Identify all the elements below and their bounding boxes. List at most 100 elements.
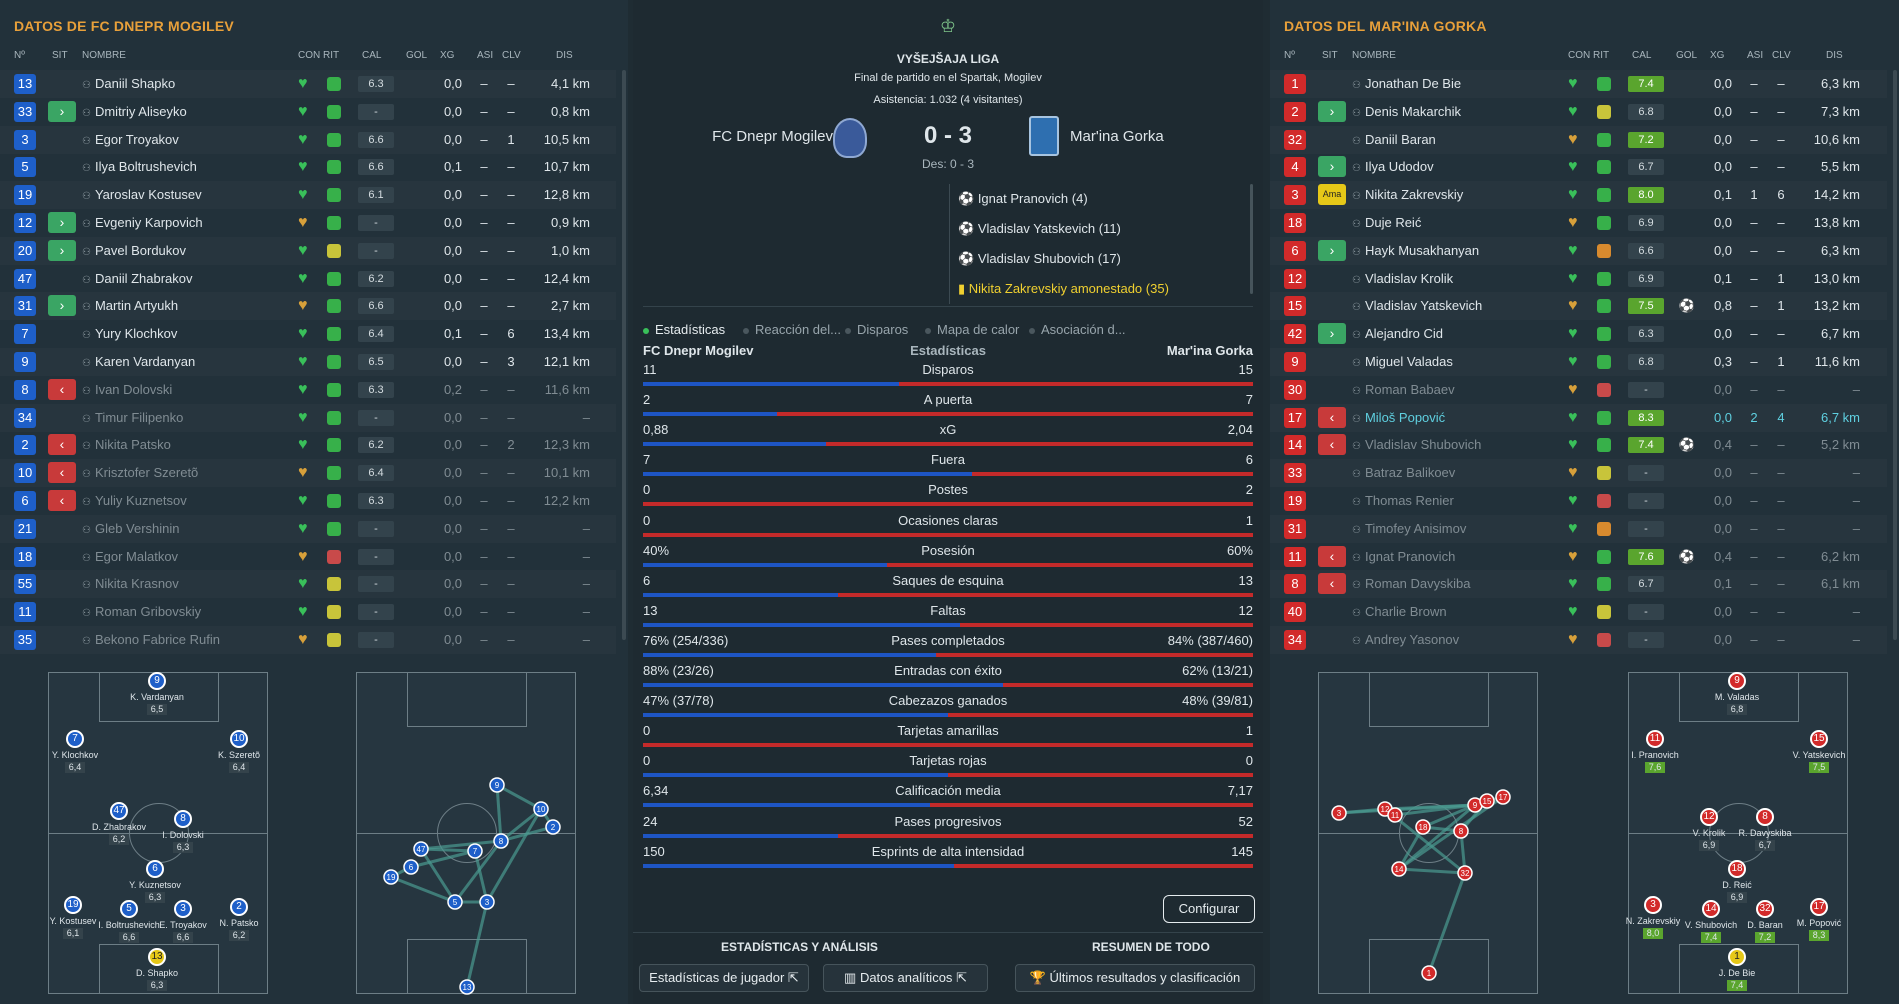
table-row[interactable]: 31 ⚇ Timofey Anisimov ♥ - 0,0 – – – bbox=[1270, 515, 1887, 543]
table-header-cell[interactable]: SIT bbox=[1322, 50, 1338, 61]
table-header-cell[interactable]: RIT bbox=[323, 50, 340, 61]
table-row[interactable]: 8 ‹ ⚇ Ivan Dolovski ♥ 6.3 0,2 – – 11,6 km bbox=[0, 376, 616, 404]
player-name[interactable]: ⚇ Daniil Shapko bbox=[82, 76, 282, 91]
network-node[interactable]: 8 bbox=[493, 833, 509, 849]
player-stats-button[interactable]: Estadísticas de jugador ⇱ bbox=[639, 964, 809, 992]
table-row[interactable]: 31 › ⚇ Martin Artyukh ♥ 6.6 0,0 – – 2,7 km bbox=[0, 292, 616, 320]
player-token[interactable]: 9 bbox=[1728, 672, 1746, 690]
table-row[interactable]: 32 ⚇ Daniil Baran ♥ 7.2 0,0 – – 10,6 km bbox=[1270, 126, 1887, 154]
table-row[interactable]: 17 ‹ ⚇ Miloš Popović ♥ 8.3 0,0 2 4 6,7 km bbox=[1270, 404, 1887, 432]
network-node[interactable]: 6 bbox=[403, 859, 419, 875]
player-token[interactable]: 8 bbox=[1756, 808, 1774, 826]
player-name[interactable]: ⚇ Dmitriy Aliseyko bbox=[82, 104, 282, 119]
table-row[interactable]: 47 ⚇ Daniil Zhabrakov ♥ 6.2 0,0 – – 12,4 km bbox=[0, 265, 616, 293]
table-row[interactable]: 3 Ama ⚇ Nikita Zakrevskiy ♥ 8.0 0,1 1 6 14,2 km bbox=[1270, 181, 1887, 209]
player-name[interactable]: ⚇ Andrey Yasonov bbox=[1352, 632, 1552, 647]
match-event[interactable]: ⚽ Vladislav Shubovich (17) bbox=[949, 244, 1249, 274]
table-header-cell[interactable]: CON bbox=[1568, 50, 1591, 61]
home-team-crest-icon[interactable] bbox=[833, 118, 867, 158]
player-name[interactable]: ⚇ Daniil Baran bbox=[1352, 132, 1552, 147]
table-row[interactable]: 13 ⚇ Daniil Shapko ♥ 6.3 0,0 – – 4,1 km bbox=[0, 70, 616, 98]
table-row[interactable]: 15 ⚇ Vladislav Yatskevich ♥ 7.5 ⚽ 0,8 – 1 13,2 km bbox=[1270, 292, 1887, 320]
stats-tab[interactable]: Disparos bbox=[845, 322, 908, 337]
table-header-cell[interactable]: SIT bbox=[52, 50, 68, 61]
table-row[interactable]: 33 ⚇ Batraz Balikoev ♥ - 0,0 – – – bbox=[1270, 459, 1887, 487]
home-team-name[interactable]: FC Dnepr Mogilev bbox=[712, 128, 833, 145]
table-header-cell[interactable]: NOMBRE bbox=[1352, 50, 1396, 61]
table-row[interactable]: 11 ⚇ Roman Gribovskiy ♥ - 0,0 – – – bbox=[0, 598, 616, 626]
table-row[interactable]: 18 ⚇ Duje Reić ♥ 6.9 0,0 – – 13,8 km bbox=[1270, 209, 1887, 237]
player-token[interactable]: 7 bbox=[66, 730, 84, 748]
table-row[interactable]: 33 › ⚇ Dmitriy Aliseyko ♥ - 0,0 – – 0,8 km bbox=[0, 98, 616, 126]
player-name[interactable]: ⚇ Ivan Dolovski bbox=[82, 382, 282, 397]
player-token[interactable]: 10 bbox=[230, 730, 248, 748]
table-row[interactable]: 5 ⚇ Ilya Boltrushevich ♥ 6.6 0,1 – – 10,7 km bbox=[0, 153, 616, 181]
player-token[interactable]: 19 bbox=[64, 896, 82, 914]
match-event[interactable]: ▮ Nikita Zakrevskiy amonestado (35) bbox=[949, 274, 1249, 304]
player-name[interactable]: ⚇ Egor Troyakov bbox=[82, 132, 282, 147]
table-header-cell[interactable]: CLV bbox=[1772, 50, 1791, 61]
table-row[interactable]: 30 ⚇ Roman Babaev ♥ - 0,0 – – – bbox=[1270, 376, 1887, 404]
table-row[interactable]: 7 ⚇ Yury Klochkov ♥ 6.4 0,1 – 6 13,4 km bbox=[0, 320, 616, 348]
table-header-cell[interactable]: ASI bbox=[477, 50, 494, 61]
match-event[interactable]: ⚽ Ignat Pranovich (4) bbox=[949, 184, 1249, 214]
table-row[interactable]: 14 ‹ ⚇ Vladislav Shubovich ♥ 7.4 ⚽ 0,4 – – 5,2 km bbox=[1270, 431, 1887, 459]
stats-tab[interactable]: Reacción del... bbox=[743, 322, 841, 337]
table-row[interactable]: 2 ‹ ⚇ Nikita Patsko ♥ 6.2 0,0 – 2 12,3 km bbox=[0, 431, 616, 459]
player-name[interactable]: ⚇ Alejandro Cid bbox=[1352, 326, 1552, 341]
player-token[interactable]: 8 bbox=[174, 810, 192, 828]
network-node[interactable]: 47 bbox=[413, 841, 429, 857]
player-token[interactable]: 3 bbox=[174, 900, 192, 918]
player-name[interactable]: ⚇ Evgeniy Karpovich bbox=[82, 215, 282, 230]
table-row[interactable]: 55 ⚇ Nikita Krasnov ♥ - 0,0 – – – bbox=[0, 570, 616, 598]
table-row[interactable]: 11 ‹ ⚇ Ignat Pranovich ♥ 7.6 ⚽ 0,4 – – 6,2 km bbox=[1270, 543, 1887, 571]
table-header-cell[interactable]: XG bbox=[440, 50, 455, 61]
table-header-cell[interactable]: Nº bbox=[14, 50, 25, 61]
player-name[interactable]: ⚇ Jonathan De Bie bbox=[1352, 76, 1552, 91]
table-row[interactable]: 12 › ⚇ Evgeniy Karpovich ♥ - 0,0 – – 0,9 km bbox=[0, 209, 616, 237]
table-row[interactable]: 9 ⚇ Miguel Valadas ♥ 6.8 0,3 – 1 11,6 km bbox=[1270, 348, 1887, 376]
player-name[interactable]: ⚇ Krisztofer Szeretõ bbox=[82, 465, 282, 480]
table-header-cell[interactable]: XG bbox=[1710, 50, 1725, 61]
player-name[interactable]: ⚇ Duje Reić bbox=[1352, 215, 1552, 230]
player-token[interactable]: 32 bbox=[1756, 900, 1774, 918]
player-token[interactable]: 9 bbox=[148, 672, 166, 690]
stats-tab[interactable]: Asociación d... bbox=[1029, 322, 1126, 337]
away-team-name[interactable]: Mar'ina Gorka bbox=[1070, 128, 1164, 145]
player-token[interactable]: 3 bbox=[1644, 896, 1662, 914]
table-header-cell[interactable]: CON bbox=[298, 50, 321, 61]
table-row[interactable]: 34 ⚇ Andrey Yasonov ♥ - 0,0 – – – bbox=[1270, 626, 1887, 654]
table-row[interactable]: 6 ‹ ⚇ Yuliy Kuznetsov ♥ 6.3 0,0 – – 12,2 km bbox=[0, 487, 616, 515]
player-token[interactable]: 12 bbox=[1700, 808, 1718, 826]
network-node[interactable]: 2 bbox=[545, 819, 561, 835]
network-node[interactable]: 13 bbox=[459, 979, 475, 995]
table-header-cell[interactable]: RIT bbox=[1593, 50, 1610, 61]
player-token[interactable]: 17 bbox=[1810, 898, 1828, 916]
network-node[interactable]: 11 bbox=[1387, 807, 1403, 823]
table-scrollbar[interactable] bbox=[1893, 70, 1897, 640]
configure-button[interactable]: Configurar bbox=[1163, 895, 1255, 923]
player-name[interactable]: ⚇ Nikita Zakrevskiy bbox=[1352, 187, 1552, 202]
player-name[interactable]: ⚇ Roman Babaev bbox=[1352, 382, 1552, 397]
network-node[interactable]: 18 bbox=[1415, 819, 1431, 835]
player-token[interactable]: 1 bbox=[1728, 948, 1746, 966]
table-header-cell[interactable]: CLV bbox=[502, 50, 521, 61]
player-token[interactable]: 47 bbox=[110, 802, 128, 820]
table-row[interactable]: 2 › ⚇ Denis Makarchik ♥ 6.8 0,0 – – 7,3 km bbox=[1270, 98, 1887, 126]
table-row[interactable]: 21 ⚇ Gleb Vershinin ♥ - 0,0 – – – bbox=[0, 515, 616, 543]
player-name[interactable]: ⚇ Vladislav Yatskevich bbox=[1352, 298, 1552, 313]
network-node[interactable]: 5 bbox=[447, 894, 463, 910]
table-header-cell[interactable]: CAL bbox=[1632, 50, 1652, 61]
player-name[interactable]: ⚇ Yury Klochkov bbox=[82, 326, 282, 341]
player-token[interactable]: 6 bbox=[146, 860, 164, 878]
network-node[interactable]: 3 bbox=[1331, 805, 1347, 821]
player-name[interactable]: ⚇ Roman Gribovskiy bbox=[82, 604, 282, 619]
network-node[interactable]: 32 bbox=[1457, 865, 1473, 881]
player-name[interactable]: ⚇ Daniil Zhabrakov bbox=[82, 271, 282, 286]
table-row[interactable]: 20 › ⚇ Pavel Bordukov ♥ - 0,0 – – 1,0 km bbox=[0, 237, 616, 265]
player-name[interactable]: ⚇ Gleb Vershinin bbox=[82, 521, 282, 536]
player-name[interactable]: ⚇ Ilya Boltrushevich bbox=[82, 159, 282, 174]
table-row[interactable]: 40 ⚇ Charlie Brown ♥ - 0,0 – – – bbox=[1270, 598, 1887, 626]
table-row[interactable]: 12 ⚇ Vladislav Krolik ♥ 6.9 0,1 – 1 13,0 km bbox=[1270, 265, 1887, 293]
latest-results-button[interactable]: 🏆 Últimos resultados y clasificación bbox=[1015, 964, 1255, 992]
